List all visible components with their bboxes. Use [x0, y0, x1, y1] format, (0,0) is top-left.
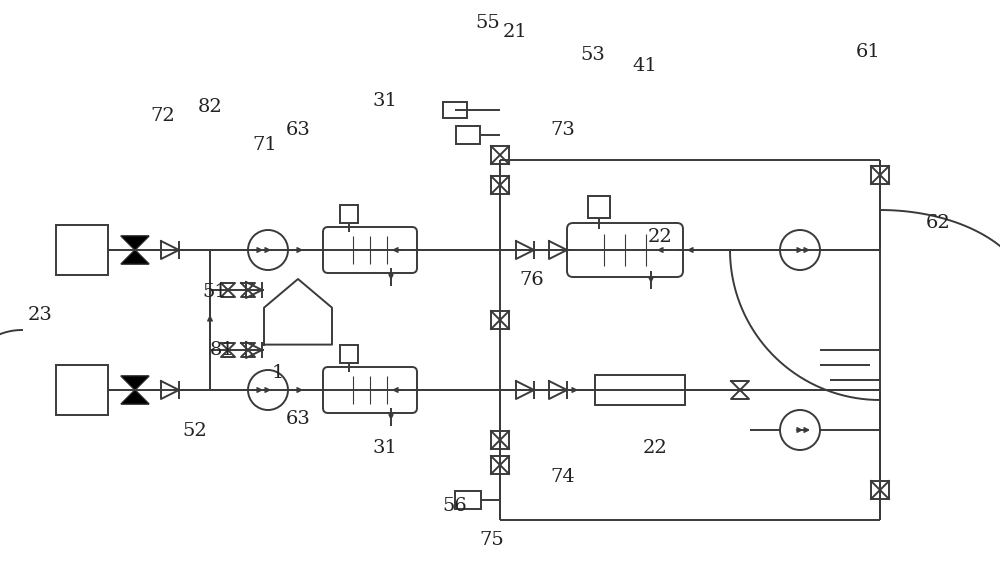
Text: 52: 52 — [183, 421, 207, 440]
Bar — [456, 126, 480, 144]
Text: 23: 23 — [28, 306, 52, 324]
Bar — [340, 205, 358, 223]
Text: 74: 74 — [551, 468, 575, 486]
Text: 72: 72 — [151, 106, 175, 125]
Text: 76: 76 — [520, 271, 544, 290]
Bar — [455, 491, 481, 509]
Bar — [595, 375, 685, 405]
Bar — [56, 365, 108, 415]
Text: 31: 31 — [373, 439, 397, 457]
Text: 31: 31 — [373, 92, 397, 110]
Polygon shape — [121, 376, 149, 404]
Text: 63: 63 — [286, 410, 310, 428]
Text: 63: 63 — [286, 121, 310, 139]
Text: 56: 56 — [443, 497, 467, 515]
Text: 22: 22 — [648, 228, 672, 246]
Text: 62: 62 — [926, 213, 950, 232]
Bar — [340, 345, 358, 363]
Polygon shape — [121, 236, 149, 264]
Text: 71: 71 — [253, 135, 277, 154]
Text: 21: 21 — [503, 23, 527, 41]
Bar — [56, 225, 108, 275]
Text: 82: 82 — [198, 98, 222, 116]
Text: 41: 41 — [633, 57, 657, 76]
Bar — [443, 102, 467, 118]
Text: 55: 55 — [476, 14, 500, 32]
Text: 53: 53 — [581, 46, 605, 64]
Text: 61: 61 — [856, 43, 880, 61]
Text: 22: 22 — [643, 439, 667, 457]
Bar — [588, 196, 610, 218]
Text: 81: 81 — [210, 340, 234, 359]
Text: 51: 51 — [203, 283, 227, 301]
Text: 75: 75 — [480, 531, 504, 550]
Text: 73: 73 — [551, 121, 575, 139]
Text: 1: 1 — [272, 364, 284, 382]
